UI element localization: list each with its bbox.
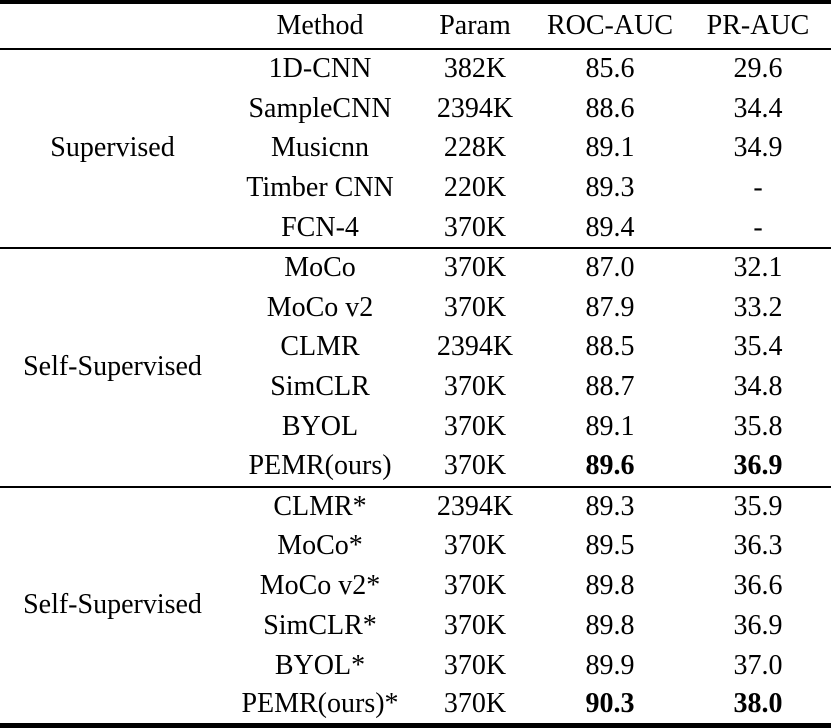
table-row: Timber CNN 220K 89.3 - — [0, 168, 831, 208]
param-cell: 370K — [443, 211, 507, 243]
pr-auc-cell: 32.1 — [733, 252, 783, 284]
table-header: Method Param ROC-AUC PR-AUC — [0, 2, 831, 49]
pr-auc-cell: 36.6 — [733, 570, 783, 602]
method-cell: PEMR(ours)* — [241, 688, 399, 720]
pr-auc-cell: - — [753, 172, 763, 204]
pr-auc-cell: 34.9 — [733, 132, 783, 164]
roc-auc-cell: 89.3 — [585, 172, 635, 204]
table-row: BYOL* 370K 89.9 37.0 — [0, 646, 831, 686]
table-row: PEMR(ours)* 370K 90.3 38.0 — [0, 686, 831, 726]
param-cell: 370K — [443, 570, 507, 602]
roc-auc-cell: 88.5 — [585, 331, 635, 363]
roc-auc-cell: 88.6 — [585, 92, 635, 124]
param-cell: 382K — [443, 53, 507, 85]
roc-auc-cell: 89.1 — [585, 410, 635, 442]
table-group: Self-Supervised CLMR* 2394K 89.3 35.9 MoCo* 37… — [0, 487, 831, 726]
method-cell: CLMR — [280, 331, 360, 363]
roc-auc-cell: 89.1 — [585, 132, 635, 164]
method-cell: FCN-4 — [281, 211, 359, 243]
method-cell: MoCo v2* — [259, 570, 381, 602]
method-cell: PEMR(ours) — [248, 450, 392, 482]
pr-auc-cell: - — [753, 211, 763, 243]
param-cell: 370K — [443, 688, 507, 720]
column-header-method: Method — [276, 10, 364, 41]
table-row: BYOL 370K 89.1 35.8 — [0, 407, 831, 447]
column-header-pr-auc: PR-AUC — [706, 10, 810, 41]
group-label: Supervised — [50, 132, 175, 164]
corner-header-cell — [0, 2, 225, 49]
pr-auc-cell: 38.0 — [733, 688, 783, 720]
pr-auc-cell: 37.0 — [733, 649, 783, 681]
param-cell: 370K — [443, 610, 507, 641]
column-header-param: Param — [439, 10, 511, 41]
table-group: Self-Supervised MoCo 370K 87.0 32.1 MoCo v2 37… — [0, 248, 831, 487]
pr-auc-cell: 36.9 — [733, 610, 783, 641]
method-cell: SampleCNN — [248, 92, 392, 124]
pr-auc-cell: 35.4 — [733, 331, 783, 363]
table-group: Supervised 1D-CNN 382K 85.6 29.6 SampleCNN 239… — [0, 49, 831, 248]
table-row: SimCLR 370K 88.7 34.8 — [0, 367, 831, 407]
roc-auc-cell: 89.5 — [585, 530, 635, 562]
param-cell: 370K — [443, 291, 507, 323]
roc-auc-cell: 89.6 — [585, 450, 635, 482]
roc-auc-cell: 89.8 — [585, 610, 635, 641]
table-row: MoCo v2* 370K 89.8 36.6 — [0, 566, 831, 606]
roc-auc-cell: 88.7 — [585, 371, 635, 403]
param-cell: 2394K — [436, 491, 514, 523]
table-row: Self-Supervised CLMR* 2394K 89.3 35.9 — [0, 487, 831, 620]
method-cell: 1D-CNN — [268, 53, 372, 85]
param-cell: 370K — [443, 252, 507, 284]
pr-auc-cell: 33.2 — [733, 291, 783, 323]
roc-auc-cell: 87.0 — [585, 252, 635, 284]
roc-auc-cell: 90.3 — [585, 688, 635, 720]
pr-auc-cell: 34.4 — [733, 92, 783, 124]
param-cell: 370K — [443, 530, 507, 562]
method-cell: Musicnn — [271, 132, 369, 164]
method-cell: MoCo v2 — [266, 291, 374, 323]
param-cell: 370K — [443, 450, 507, 482]
table-row: Musicnn 228K 89.1 34.9 — [0, 129, 831, 169]
param-cell: 220K — [443, 172, 507, 204]
group-label: Self-Supervised — [23, 589, 202, 621]
table-row: Self-Supervised MoCo 370K 87.0 32.1 — [0, 248, 831, 382]
method-cell: MoCo* — [277, 530, 363, 562]
table-row: MoCo* 370K 89.5 36.3 — [0, 527, 831, 567]
column-header-roc-auc: ROC-AUC — [546, 10, 673, 41]
pr-auc-cell: 29.6 — [733, 53, 783, 85]
method-cell: CLMR* — [273, 491, 367, 523]
table-row: FCN-4 370K 89.4 - — [0, 208, 831, 248]
param-cell: 370K — [443, 649, 507, 681]
param-cell: 228K — [443, 132, 507, 164]
roc-auc-cell: 85.6 — [585, 53, 635, 85]
method-cell: MoCo — [284, 252, 356, 284]
pr-auc-cell: 35.9 — [733, 491, 783, 523]
pr-auc-cell: 34.8 — [733, 371, 783, 403]
param-cell: 2394K — [436, 92, 514, 124]
roc-auc-cell: 89.9 — [585, 649, 635, 681]
param-cell: 370K — [443, 371, 507, 403]
method-cell: BYOL — [281, 410, 359, 442]
pr-auc-cell: 35.8 — [733, 410, 783, 442]
roc-auc-cell: 89.4 — [585, 211, 635, 243]
roc-auc-cell: 89.8 — [585, 570, 635, 602]
method-cell: SimCLR — [270, 371, 370, 403]
roc-auc-cell: 87.9 — [585, 291, 635, 323]
group-label: Self-Supervised — [23, 351, 202, 383]
table-row: Supervised 1D-CNN 382K 85.6 29.6 — [0, 49, 831, 163]
roc-auc-cell: 89.3 — [585, 491, 635, 523]
param-cell: 2394K — [436, 331, 514, 363]
method-cell: BYOL* — [274, 649, 366, 681]
pr-auc-cell: 36.3 — [733, 530, 783, 562]
method-cell: Timber CNN — [246, 172, 394, 204]
table-row: SampleCNN 2394K 88.6 34.4 — [0, 89, 831, 129]
table-row: MoCo v2 370K 87.9 33.2 — [0, 288, 831, 328]
table-row: SimCLR* 370K 89.8 36.9 — [0, 606, 831, 646]
table-row: PEMR(ours) 370K 89.6 36.9 — [0, 447, 831, 487]
table-row: CLMR 2394K 88.5 35.4 — [0, 328, 831, 368]
pr-auc-cell: 36.9 — [733, 450, 783, 482]
param-cell: 370K — [443, 410, 507, 442]
method-cell: SimCLR* — [263, 610, 377, 641]
header-row: Method Param ROC-AUC PR-AUC — [0, 2, 831, 49]
